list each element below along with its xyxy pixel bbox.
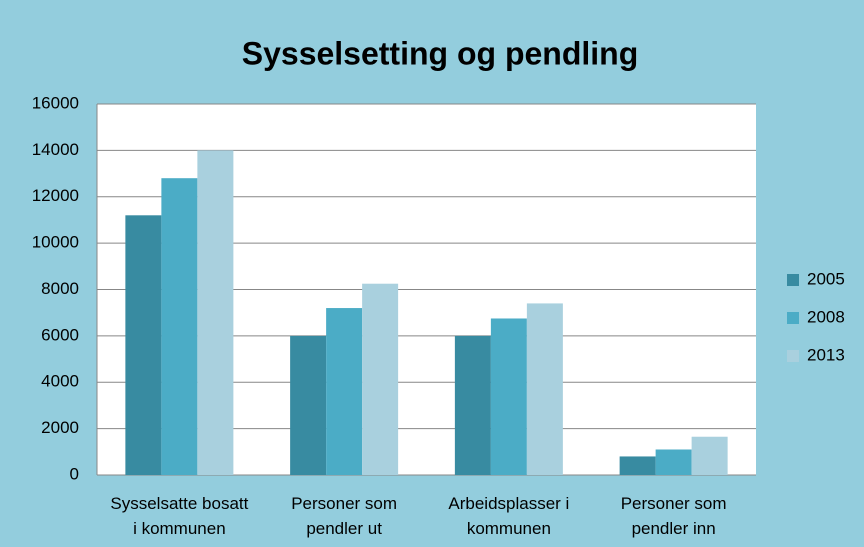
- legend-label: 2008: [807, 307, 845, 326]
- y-tick-label: 10000: [32, 233, 79, 252]
- bar: [691, 436, 728, 475]
- x-tick-label: Arbeidsplasser i kommunen: [448, 494, 569, 538]
- bar: [362, 283, 399, 475]
- x-tick-label: Sysselsatte bosatt i kommunen: [110, 494, 248, 538]
- legend-label: 2013: [807, 345, 845, 364]
- y-tick-label: 12000: [32, 186, 79, 205]
- x-tick-label: Personer som pendler inn: [621, 494, 727, 538]
- x-tick-label: Personer som pendler ut: [291, 494, 397, 538]
- bar: [655, 449, 692, 475]
- y-tick-label: 2000: [41, 418, 79, 437]
- bar: [125, 215, 162, 476]
- bar: [161, 178, 198, 475]
- bar: [197, 150, 234, 475]
- bar: [290, 335, 327, 475]
- legend-label: 2005: [807, 269, 845, 288]
- bar: [490, 318, 527, 475]
- bar: [619, 456, 656, 475]
- bar: [326, 308, 363, 475]
- chart-title: Sysselsetting og pendling: [242, 35, 639, 71]
- legend-swatch: [787, 350, 799, 362]
- y-tick-label: 8000: [41, 279, 79, 298]
- bar: [454, 335, 491, 475]
- y-tick-label: 4000: [41, 372, 79, 391]
- legend-swatch: [787, 312, 799, 324]
- y-tick-label: 16000: [32, 93, 79, 112]
- y-tick-label: 0: [70, 464, 79, 483]
- legend-swatch: [787, 274, 799, 286]
- y-tick-label: 14000: [32, 140, 79, 159]
- bar: [526, 303, 563, 475]
- y-tick-label: 6000: [41, 325, 79, 344]
